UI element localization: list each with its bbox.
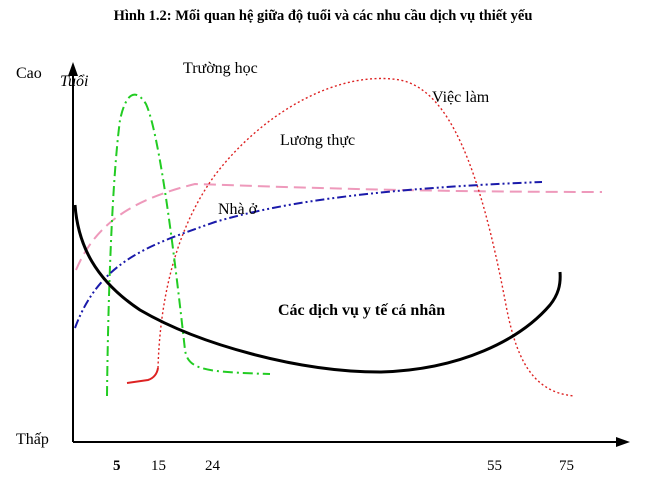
x-axis-arrow-icon (616, 437, 630, 447)
x-ticks: 5 15 24 55 75 (113, 458, 574, 474)
figure-title: Hình 1.2: Mối quan hệ giữa độ tuổi và cá… (114, 8, 533, 24)
x-tick-55: 55 (487, 458, 502, 474)
curve-nha-o (74, 181, 543, 329)
curve-viec-lam (157, 77, 575, 397)
curve-luong-thuc (75, 182, 603, 271)
y-axis-arrow-icon (68, 62, 78, 76)
label-nha-o: Nhà ở (218, 201, 258, 218)
curve-truong-hoc (106, 93, 271, 397)
label-luong-thuc: Lương thực (280, 132, 355, 149)
x-tick-75: 75 (559, 458, 574, 474)
x-tick-5: 5 (113, 458, 121, 474)
label-truong-hoc: Trường học (183, 60, 258, 77)
x-tick-24: 24 (205, 458, 221, 474)
label-y-te: Các dịch vụ y tế cá nhân (278, 302, 445, 319)
label-viec-lam: Việc làm (432, 89, 490, 106)
x-tick-15: 15 (151, 458, 166, 474)
y-axis-bottom-label: Thấp (16, 431, 49, 448)
curve-viec-lam-start (126, 367, 159, 384)
curves (73, 77, 603, 397)
curve-y-te (73, 204, 562, 374)
y-axis-label: Tuổi (60, 73, 88, 90)
axes (68, 62, 630, 447)
curve-labels: Trường học Việc làm Lương thực Nhà ở Các… (183, 60, 490, 319)
y-axis-top-label: Cao (16, 65, 42, 82)
